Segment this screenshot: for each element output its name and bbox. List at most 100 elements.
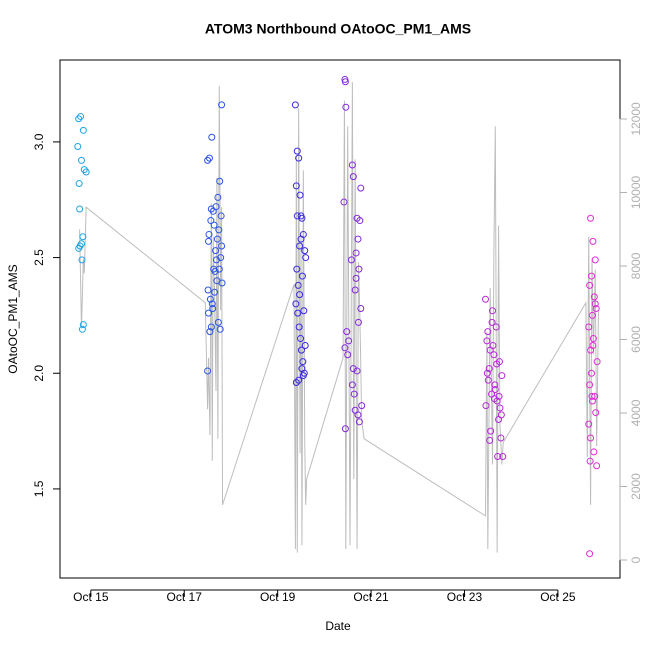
data-point xyxy=(348,161,356,169)
data-point xyxy=(208,133,216,141)
data-point xyxy=(588,392,596,400)
data-point xyxy=(294,309,302,317)
x-tick-label: Oct 17 xyxy=(167,590,203,604)
data-point xyxy=(588,311,596,319)
data-point xyxy=(590,293,598,301)
y-axis-label: OAtoOC_PM1_AMS xyxy=(6,264,20,373)
data-point xyxy=(218,101,226,109)
data-point xyxy=(296,291,304,299)
y2-tick-label: 10000 xyxy=(629,175,643,209)
data-point xyxy=(295,154,303,162)
y2-tick-label: 12000 xyxy=(629,102,643,136)
data-point xyxy=(355,265,363,273)
data-point xyxy=(76,205,84,213)
data-point xyxy=(205,237,213,245)
data-point xyxy=(591,300,599,308)
x-tick-label: Oct 21 xyxy=(353,590,389,604)
data-point xyxy=(592,409,600,417)
data-point xyxy=(586,381,594,389)
data-point xyxy=(80,166,88,174)
data-point xyxy=(497,434,505,442)
data-point xyxy=(216,177,224,185)
data-point xyxy=(297,335,305,343)
data-point xyxy=(213,235,221,243)
data-point xyxy=(593,462,601,470)
data-point xyxy=(354,411,362,419)
data-point xyxy=(488,318,496,326)
data-point xyxy=(588,272,596,280)
data-point xyxy=(481,295,489,303)
data-point xyxy=(301,341,309,349)
data-point xyxy=(216,325,224,333)
data-point xyxy=(299,358,307,366)
data-point xyxy=(341,78,349,86)
data-point xyxy=(293,212,301,220)
data-point xyxy=(347,256,355,264)
data-point xyxy=(496,404,504,412)
data-point xyxy=(586,457,594,465)
data-point xyxy=(214,193,222,201)
data-point xyxy=(589,341,597,349)
data-point xyxy=(205,309,213,317)
data-point xyxy=(357,304,365,312)
data-point xyxy=(485,365,493,373)
data-point xyxy=(79,126,87,134)
data-point xyxy=(302,254,310,262)
data-point xyxy=(483,369,491,377)
data-point xyxy=(217,212,225,220)
data-point xyxy=(82,168,90,176)
data-point xyxy=(351,286,359,294)
data-point xyxy=(206,328,214,336)
data-point xyxy=(486,436,494,444)
data-point xyxy=(589,237,597,245)
data-point xyxy=(340,198,348,206)
data-point xyxy=(587,214,595,222)
data-point xyxy=(291,101,299,109)
data-point xyxy=(357,184,365,192)
x-tick-label: Oct 25 xyxy=(540,590,576,604)
data-point xyxy=(79,321,87,329)
y2-tick-label: 2000 xyxy=(629,473,643,500)
data-point xyxy=(497,411,505,419)
x-tick-label: Oct 19 xyxy=(260,590,296,604)
x-axis-label: Date xyxy=(325,619,351,633)
data-point xyxy=(586,281,594,289)
data-point xyxy=(78,256,86,264)
data-point xyxy=(211,288,219,296)
data-point xyxy=(498,372,506,380)
data-point xyxy=(295,376,303,384)
data-point xyxy=(487,427,495,435)
data-point xyxy=(355,418,363,426)
data-point xyxy=(205,154,213,162)
data-point xyxy=(211,267,219,275)
data-point xyxy=(352,274,360,282)
data-point xyxy=(358,402,366,410)
data-point xyxy=(210,221,218,229)
chart-title: ATOM3 Northbound OAtoOC_PM1_AMS xyxy=(205,21,471,37)
y2-tick-label: 6000 xyxy=(629,326,643,353)
y2-tick-label: 8000 xyxy=(629,252,643,279)
data-point xyxy=(348,381,356,389)
data-point xyxy=(218,242,226,250)
y-tick-label: 1.5 xyxy=(32,480,46,497)
data-point xyxy=(204,286,212,294)
data-point xyxy=(75,180,83,188)
data-point xyxy=(293,147,301,155)
data-point xyxy=(354,235,362,243)
data-point xyxy=(482,402,490,410)
data-point xyxy=(490,351,498,359)
y-tick-label: 3.0 xyxy=(32,133,46,150)
data-point xyxy=(77,156,85,164)
data-point xyxy=(350,390,358,398)
data-point xyxy=(204,156,212,164)
data-point xyxy=(491,385,499,393)
data-point xyxy=(344,351,352,359)
data-point xyxy=(77,112,85,120)
data-point xyxy=(488,307,496,315)
data-point xyxy=(78,325,86,333)
data-point xyxy=(588,369,596,377)
data-point xyxy=(75,244,83,252)
data-point xyxy=(495,392,503,400)
